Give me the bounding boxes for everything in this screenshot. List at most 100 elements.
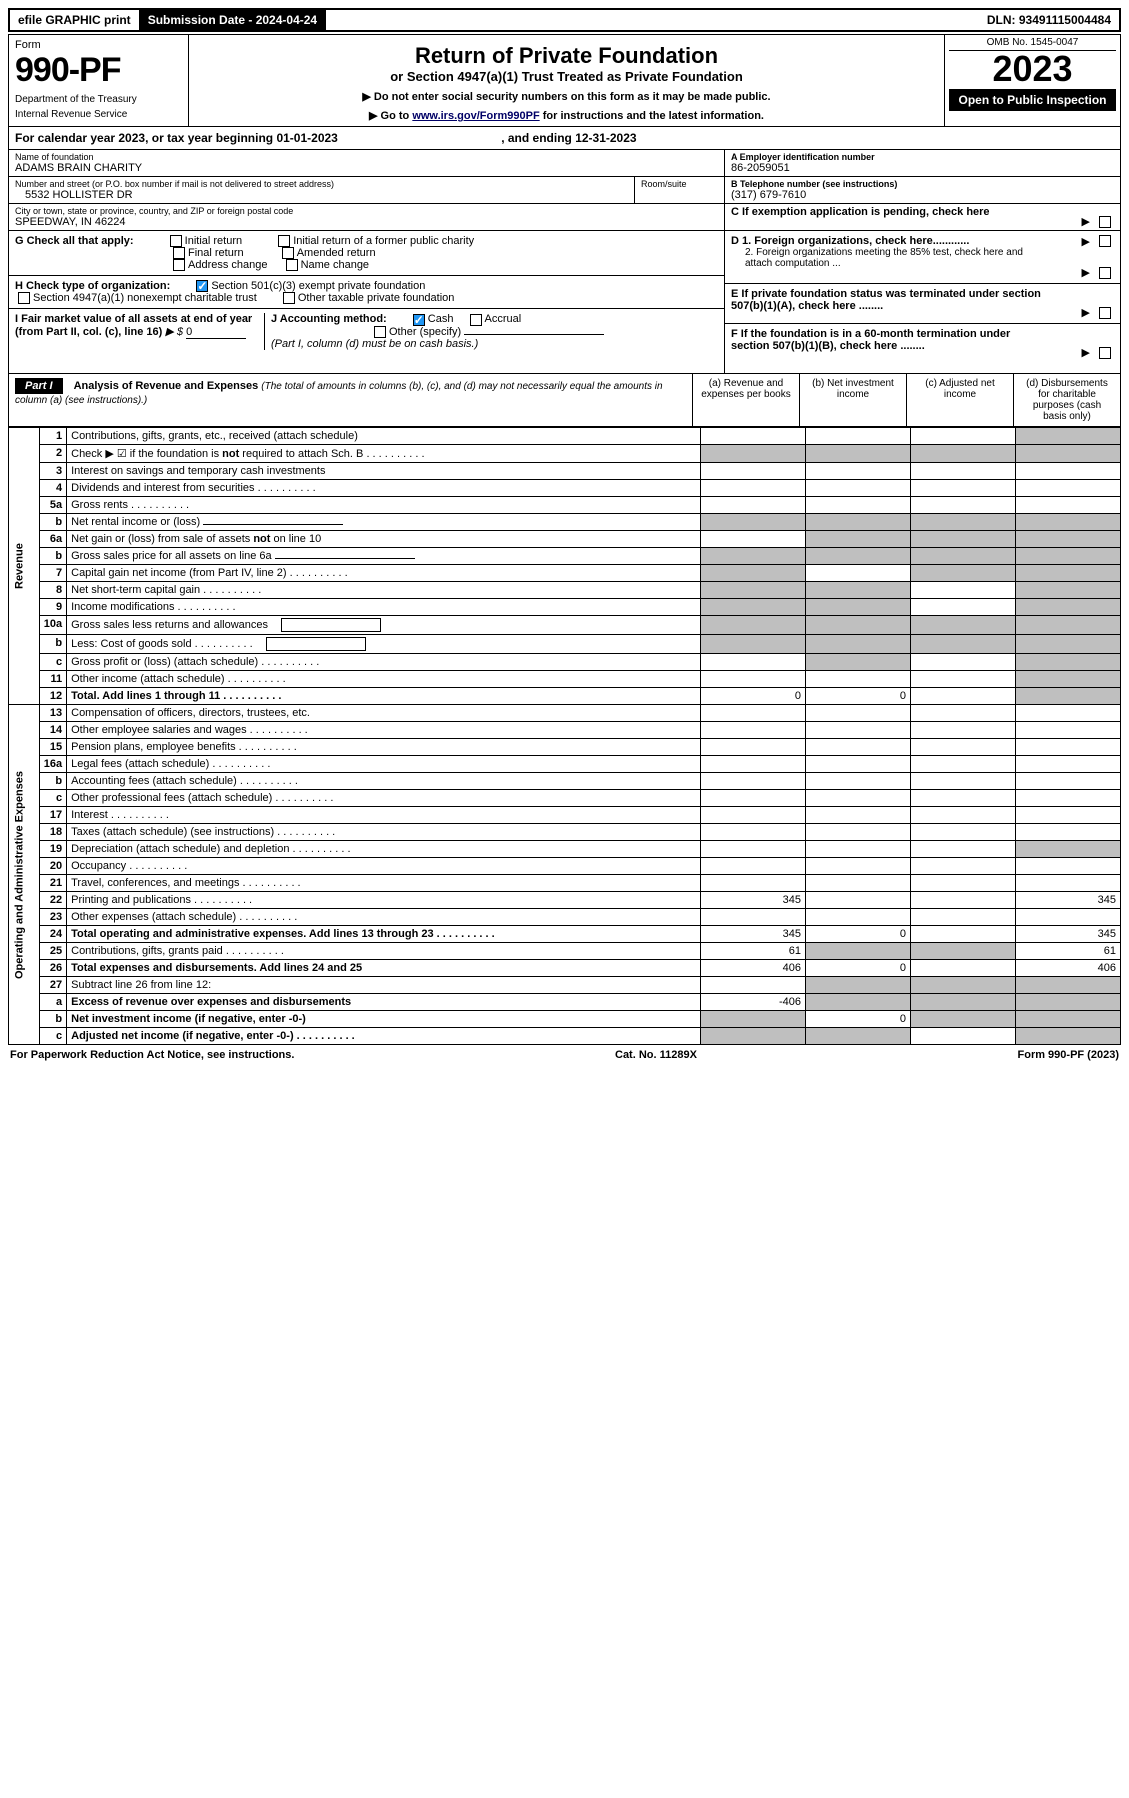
city-value: SPEEDWAY, IN 46224 [15, 216, 718, 228]
amount-cell [911, 616, 1016, 635]
line-number: 16a [39, 756, 66, 773]
amount-cell [1016, 463, 1121, 480]
amount-cell [1016, 635, 1121, 654]
amount-cell [911, 807, 1016, 824]
amount-cell: 345 [701, 892, 806, 909]
instr-ssn: ▶ Do not enter social security numbers o… [195, 90, 938, 103]
j-other[interactable] [374, 326, 386, 338]
line-number: 19 [39, 841, 66, 858]
h-4947[interactable] [18, 292, 30, 304]
g-amended[interactable] [282, 247, 294, 259]
g-name[interactable] [286, 259, 298, 271]
amount-cell [911, 428, 1016, 445]
line-number: c [39, 654, 66, 671]
amount-cell [911, 565, 1016, 582]
amount-cell [806, 463, 911, 480]
amount-cell [1016, 1011, 1121, 1028]
c-checkbox[interactable] [1099, 216, 1111, 228]
j-cash[interactable] [413, 314, 425, 326]
amount-cell [911, 705, 1016, 722]
line-number: b [39, 514, 66, 531]
amount-cell [1016, 739, 1121, 756]
id-row-3: City or town, state or province, country… [8, 204, 1121, 231]
g-address[interactable] [173, 259, 185, 271]
amount-cell [911, 671, 1016, 688]
open-public: Open to Public Inspection [949, 89, 1116, 111]
amount-cell [806, 480, 911, 497]
d2-checkbox[interactable] [1099, 267, 1111, 279]
amount-cell [806, 654, 911, 671]
amount-cell [911, 892, 1016, 909]
line-description: Compensation of officers, directors, tru… [67, 705, 701, 722]
line-description: Legal fees (attach schedule) [67, 756, 701, 773]
amount-cell: 0 [701, 688, 806, 705]
g-initial-return[interactable] [170, 235, 182, 247]
amount-cell: 61 [701, 943, 806, 960]
amount-cell [1016, 705, 1121, 722]
line-number: 24 [39, 926, 66, 943]
h-501c3[interactable] [196, 280, 208, 292]
line-number: 27 [39, 977, 66, 994]
table-row: 21Travel, conferences, and meetings [9, 875, 1121, 892]
line-description: Occupancy [67, 858, 701, 875]
d1-label: D 1. Foreign organizations, check here..… [731, 235, 969, 247]
irs-link[interactable]: www.irs.gov/Form990PF [412, 110, 539, 122]
amount-cell [701, 635, 806, 654]
line-number: 26 [39, 960, 66, 977]
amount-cell [1016, 514, 1121, 531]
col-c-header: (c) Adjusted net income [906, 374, 1013, 426]
d2-label: 2. Foreign organizations meeting the 85%… [731, 247, 1041, 269]
amount-cell [806, 943, 911, 960]
table-row: 4Dividends and interest from securities [9, 480, 1121, 497]
form-word: Form [15, 39, 182, 51]
amount-cell [1016, 428, 1121, 445]
submission-date: Submission Date - 2024-04-24 [140, 10, 326, 30]
amount-cell: 345 [1016, 926, 1121, 943]
line-description: Printing and publications [67, 892, 701, 909]
line-number: 21 [39, 875, 66, 892]
line-description: Contributions, gifts, grants, etc., rece… [67, 428, 701, 445]
table-row: bNet investment income (if negative, ent… [9, 1011, 1121, 1028]
table-row: 3Interest on savings and temporary cash … [9, 463, 1121, 480]
table-row: 9Income modifications [9, 599, 1121, 616]
irs-label: Internal Revenue Service [15, 109, 182, 120]
amount-cell [1016, 909, 1121, 926]
line-number: c [39, 790, 66, 807]
amount-cell [701, 497, 806, 514]
line-description: Adjusted net income (if negative, enter … [67, 1028, 701, 1045]
j-accrual[interactable] [470, 314, 482, 326]
amount-cell [1016, 671, 1121, 688]
table-row: cAdjusted net income (if negative, enter… [9, 1028, 1121, 1045]
form-header: Form 990-PF Department of the Treasury I… [8, 34, 1121, 127]
amount-cell: 0 [806, 960, 911, 977]
line-number: 1 [39, 428, 66, 445]
amount-cell [806, 514, 911, 531]
amount-cell: 0 [806, 688, 911, 705]
id-row-1: Name of foundation ADAMS BRAIN CHARITY A… [8, 150, 1121, 177]
line-number: c [39, 1028, 66, 1045]
amount-cell [701, 875, 806, 892]
h-other-taxable[interactable] [283, 292, 295, 304]
e-checkbox[interactable] [1099, 307, 1111, 319]
amount-cell [1016, 531, 1121, 548]
table-row: 23Other expenses (attach schedule) [9, 909, 1121, 926]
table-row: Operating and Administrative Expenses13C… [9, 705, 1121, 722]
j-note: (Part I, column (d) must be on cash basi… [271, 338, 478, 350]
amount-cell [806, 722, 911, 739]
amount-cell: 406 [1016, 960, 1121, 977]
amount-cell [911, 1028, 1016, 1045]
line-description: Less: Cost of goods sold [67, 635, 701, 654]
amount-cell [1016, 599, 1121, 616]
amount-cell: 345 [701, 926, 806, 943]
d1-checkbox[interactable] [1099, 235, 1111, 247]
i-value: 0 [186, 326, 246, 339]
line-description: Net gain or (loss) from sale of assets n… [67, 531, 701, 548]
page-footer: For Paperwork Reduction Act Notice, see … [8, 1045, 1121, 1065]
f-checkbox[interactable] [1099, 347, 1111, 359]
table-row: 10aGross sales less returns and allowanc… [9, 616, 1121, 635]
id-row-2: Number and street (or P.O. box number if… [8, 177, 1121, 204]
amount-cell [911, 722, 1016, 739]
g-initial-former[interactable] [278, 235, 290, 247]
amount-cell [806, 565, 911, 582]
g-final[interactable] [173, 247, 185, 259]
